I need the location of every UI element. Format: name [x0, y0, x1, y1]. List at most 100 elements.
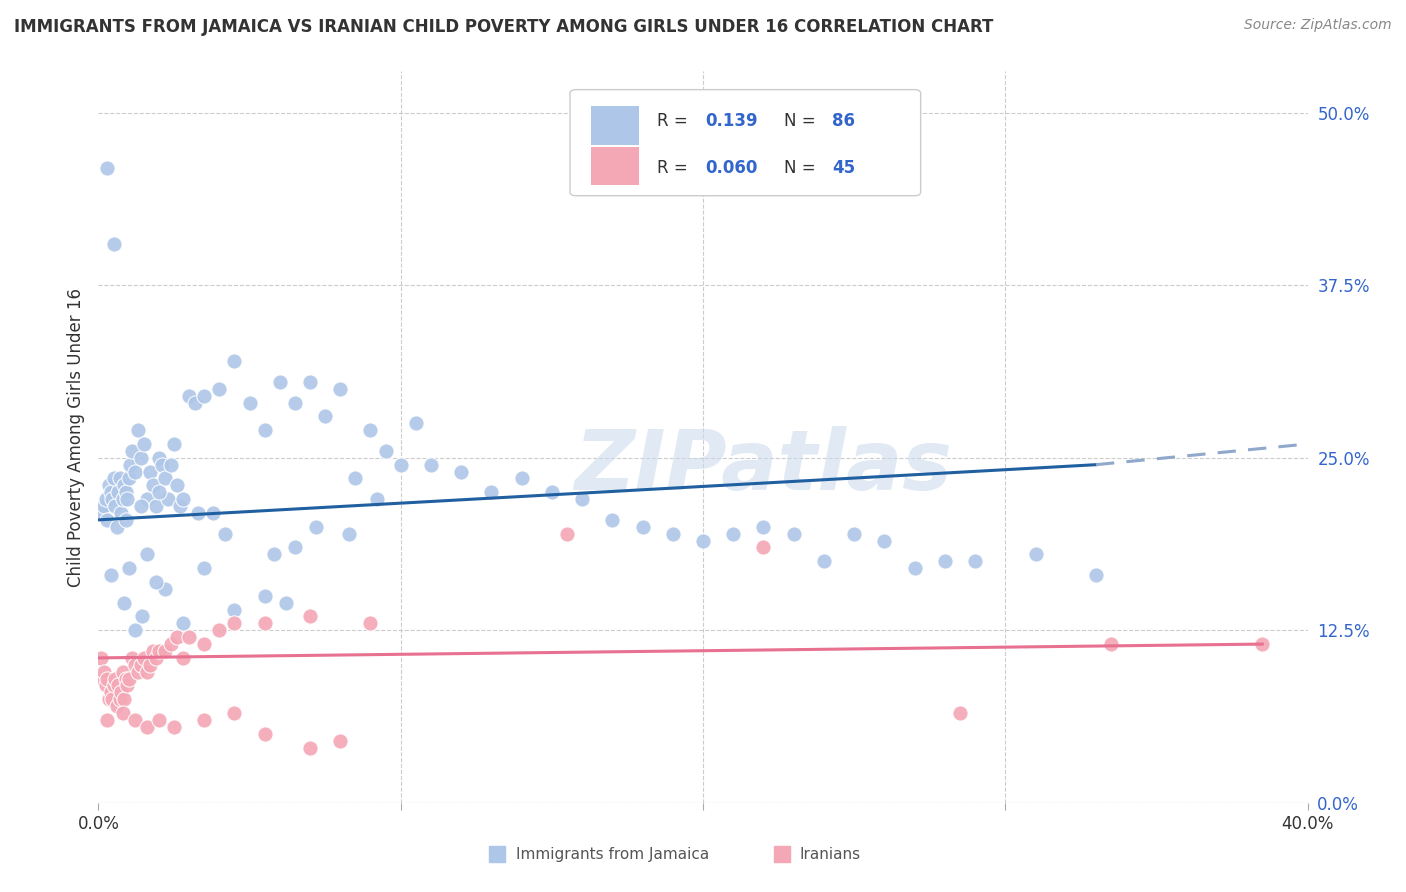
Point [148, 713, 170, 727]
Point [98, 692, 121, 706]
Point [224, 354, 246, 368]
Point [129, 499, 152, 513]
Point [107, 485, 129, 500]
Text: 86: 86 [832, 112, 855, 129]
Point [91, 506, 114, 520]
Text: ZIPatlas: ZIPatlas [575, 425, 952, 507]
Point [314, 409, 336, 424]
Point [169, 499, 191, 513]
Point [148, 644, 170, 658]
Point [93, 665, 115, 679]
Point [90, 651, 112, 665]
Point [129, 450, 152, 465]
Point [274, 596, 297, 610]
Point [163, 720, 186, 734]
Bar [591, 146, 638, 185]
Point [299, 375, 322, 389]
Point [224, 616, 246, 631]
Point [142, 644, 165, 658]
Point [139, 465, 162, 479]
Point [124, 657, 146, 672]
Point [124, 465, 146, 479]
Point [329, 382, 352, 396]
Point [284, 541, 307, 555]
Point [1251, 637, 1274, 651]
Point [1024, 548, 1046, 562]
Point [360, 616, 382, 631]
Point [166, 630, 188, 644]
Point [103, 471, 125, 485]
Point [253, 423, 276, 437]
Point [148, 485, 170, 500]
Point [124, 713, 146, 727]
Point [150, 458, 173, 472]
Point [114, 513, 136, 527]
Point [145, 499, 167, 513]
Point [132, 651, 155, 665]
Point [145, 651, 167, 665]
Point [160, 637, 183, 651]
Point [253, 616, 276, 631]
Text: 0.060: 0.060 [706, 159, 758, 178]
Point [103, 236, 125, 251]
Text: Immigrants from Jamaica: Immigrants from Jamaica [516, 847, 709, 862]
Point [224, 602, 246, 616]
Point [481, 485, 503, 500]
Point [1099, 637, 1122, 651]
Point [253, 589, 276, 603]
Point [269, 375, 291, 389]
Point [127, 423, 149, 437]
Point [118, 672, 141, 686]
Text: 45: 45 [832, 159, 855, 178]
Text: IMMIGRANTS FROM JAMAICA VS IRANIAN CHILD POVERTY AMONG GIRLS UNDER 16 CORRELATIO: IMMIGRANTS FROM JAMAICA VS IRANIAN CHILD… [14, 18, 994, 36]
Point [104, 499, 127, 513]
Point [374, 443, 396, 458]
Point [135, 492, 157, 507]
Point [184, 395, 207, 409]
Point [145, 574, 167, 589]
Point [94, 678, 117, 692]
Point [299, 740, 322, 755]
Point [224, 706, 246, 720]
Text: Iranians: Iranians [800, 847, 860, 862]
Point [510, 471, 533, 485]
Point [96, 161, 118, 175]
Point [284, 395, 307, 409]
Point [239, 395, 262, 409]
Point [142, 478, 165, 492]
Point [156, 492, 179, 507]
Point [114, 672, 136, 686]
Point [813, 554, 835, 568]
Text: N =: N = [785, 159, 821, 178]
Point [107, 678, 129, 692]
Point [873, 533, 896, 548]
Bar [591, 106, 638, 145]
Point [172, 492, 194, 507]
Point [148, 450, 170, 465]
Point [100, 685, 122, 699]
Point [94, 492, 117, 507]
Point [692, 533, 714, 548]
Point [214, 526, 236, 541]
Point [783, 526, 806, 541]
Point [105, 520, 128, 534]
Point [121, 651, 143, 665]
Point [305, 520, 328, 534]
Point [179, 389, 201, 403]
Point [153, 582, 176, 596]
Point [100, 485, 122, 500]
Point [118, 471, 141, 485]
Point [114, 485, 136, 500]
Point [949, 706, 972, 720]
Point [135, 548, 157, 562]
Point [127, 665, 149, 679]
Point [121, 443, 143, 458]
Point [389, 458, 412, 472]
Point [193, 713, 215, 727]
Point [98, 478, 121, 492]
FancyBboxPatch shape [569, 90, 921, 195]
Point [96, 513, 118, 527]
Point [153, 471, 176, 485]
Point [111, 492, 134, 507]
Point [163, 437, 186, 451]
